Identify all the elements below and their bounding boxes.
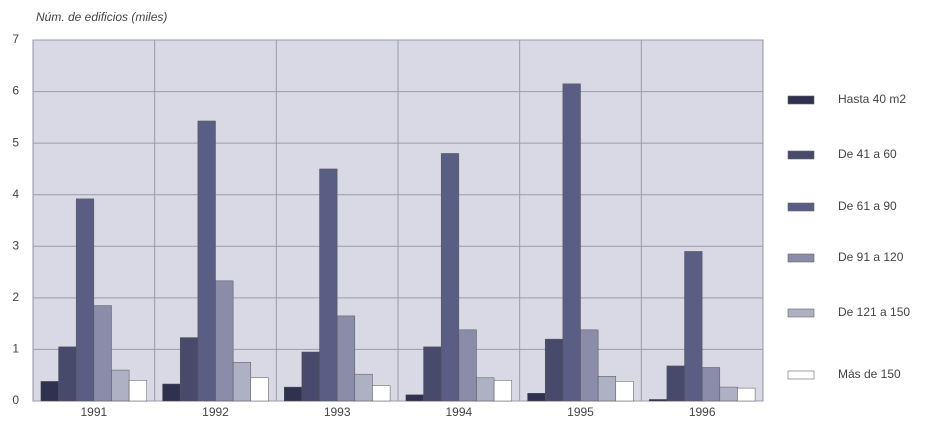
bar: [58, 346, 77, 402]
bar: [527, 393, 546, 402]
bar: [301, 351, 320, 402]
y-tick-label: 3: [12, 238, 19, 252]
x-tick-label: 1994: [445, 405, 472, 419]
x-tick-label: 1991: [80, 405, 107, 419]
bar: [666, 365, 685, 402]
bar: [250, 377, 269, 402]
bar: [719, 386, 738, 402]
bar: [597, 375, 617, 402]
bar: [93, 305, 112, 402]
x-tick-label: 1995: [567, 405, 594, 419]
legend-swatch: [787, 150, 815, 160]
legend-label: De 41 a 60: [838, 147, 897, 161]
legend-label: De 121 a 150: [838, 305, 910, 319]
bar: [111, 369, 130, 402]
y-tick-label: 4: [12, 187, 19, 201]
bar: [354, 373, 373, 402]
y-tick-label: 0: [12, 393, 19, 407]
bar: [336, 315, 356, 402]
bar: [128, 380, 148, 402]
bar: [283, 386, 303, 402]
bar: [405, 394, 424, 402]
legend-label: De 61 a 90: [838, 199, 897, 213]
bar: [440, 153, 460, 402]
y-tick-label: 1: [12, 342, 19, 356]
legend-swatch: [787, 253, 815, 263]
legend-label: De 91 a 120: [838, 250, 904, 264]
bar: [197, 120, 216, 402]
x-tick-label: 1992: [202, 405, 229, 419]
bar: [562, 83, 581, 402]
legend-label: Más de 150: [838, 367, 901, 381]
y-tick-label: 5: [12, 135, 19, 149]
x-tick-label: 1993: [324, 405, 351, 419]
bar: [580, 329, 599, 402]
legend-swatch: [787, 308, 815, 318]
bar: [40, 381, 59, 402]
bar: [684, 251, 703, 402]
bar: [476, 377, 495, 402]
bar: [737, 387, 756, 402]
y-tick-label: 2: [12, 290, 19, 304]
bar: [75, 198, 95, 402]
bar: [179, 337, 199, 402]
y-tick-label: 6: [12, 84, 19, 98]
bar: [423, 346, 442, 402]
bar: [701, 367, 721, 402]
bar: [319, 168, 338, 402]
legend-label: Hasta 40 m2: [838, 92, 906, 106]
x-tick-label: 1996: [689, 405, 716, 419]
legend-swatch: [787, 370, 815, 380]
bar: [458, 329, 477, 402]
y-tick-label: 7: [12, 32, 19, 46]
legend-swatch: [787, 95, 815, 105]
bar: [162, 383, 181, 402]
bar: [493, 380, 513, 402]
bar: [232, 362, 252, 402]
bar: [544, 338, 564, 402]
y-axis-label: Núm. de edificios (miles): [36, 10, 167, 24]
bar: [648, 399, 668, 402]
bar: [372, 385, 391, 402]
bar: [215, 280, 234, 402]
legend-swatch: [787, 202, 815, 212]
bar: [615, 381, 634, 402]
